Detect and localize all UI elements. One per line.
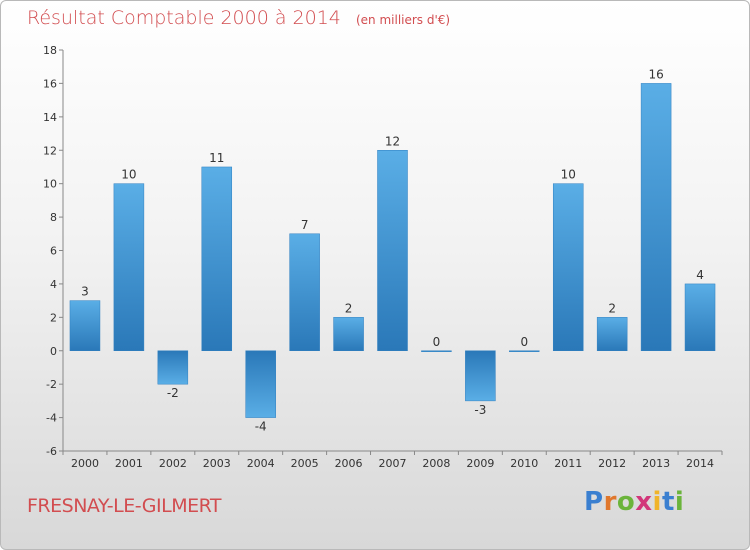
logo-letter: i <box>652 487 662 517</box>
logo-letter: P <box>584 487 604 517</box>
y-tick-label: 10 <box>43 178 57 191</box>
x-tick-label: 2000 <box>71 457 99 470</box>
data-labels: 3 10 -2 11 -4 7 2 12 0 -3 0 10 2 16 4 <box>81 67 704 433</box>
x-tick-label: 2007 <box>379 457 407 470</box>
bar-2008 <box>421 350 452 352</box>
bar-2010 <box>509 350 540 352</box>
y-tick-label: 2 <box>50 311 57 324</box>
bar-2003 <box>201 166 233 351</box>
x-tick-label: 2009 <box>466 457 494 470</box>
data-label-2009: -3 <box>474 403 486 417</box>
bar-2006 <box>333 317 364 352</box>
bar-2007 <box>377 150 408 351</box>
chart-title: Résultat Comptable 2000 à 2014 <box>27 7 341 29</box>
x-tick-label: 2008 <box>422 457 450 470</box>
logo-letter: r <box>603 487 617 517</box>
data-label-2014: 4 <box>696 268 704 282</box>
bar-2000 <box>69 300 101 351</box>
y-tick-label: 16 <box>43 77 57 90</box>
logo-letter: t <box>661 487 675 517</box>
bar-2004 <box>245 350 276 418</box>
bar-2009 <box>465 350 496 402</box>
x-tick-label: 2011 <box>554 457 582 470</box>
x-tick-label: 2013 <box>642 457 670 470</box>
data-label-2001: 10 <box>121 168 136 182</box>
x-tick-label: 2002 <box>159 457 187 470</box>
logo-letter: i <box>674 487 685 517</box>
data-label-2000: 3 <box>81 285 89 299</box>
bar-2014 <box>684 283 716 351</box>
y-tick-label: 14 <box>43 111 57 124</box>
x-tick-label: 2010 <box>510 457 538 470</box>
data-label-2006: 2 <box>345 301 353 315</box>
y-tick-label: -6 <box>46 445 57 458</box>
data-label-2007: 12 <box>385 134 400 148</box>
logo-letter: x <box>635 487 653 517</box>
title-row: Résultat Comptable 2000 à 2014 (en milli… <box>27 7 450 29</box>
bar-2002 <box>157 350 189 385</box>
data-label-2002: -2 <box>167 386 179 400</box>
data-label-2013: 16 <box>648 67 663 81</box>
y-tick-label: -2 <box>46 378 57 391</box>
data-label-2003: 11 <box>209 151 224 165</box>
x-tick-label: 2006 <box>335 457 363 470</box>
bar-2012 <box>596 317 628 352</box>
y-tick-label: 12 <box>43 144 57 157</box>
data-label-2011: 10 <box>561 168 576 182</box>
data-label-2008: 0 <box>433 335 441 349</box>
logo-letter: o <box>616 487 636 517</box>
data-label-2012: 2 <box>608 301 616 315</box>
bars <box>69 83 716 418</box>
bar-2001 <box>113 183 145 351</box>
chart-subtitle: (en milliers d'€) <box>355 13 451 27</box>
y-tick-label: 0 <box>50 345 57 358</box>
bar-2011 <box>552 183 584 351</box>
data-label-2005: 7 <box>301 218 309 232</box>
y-tick-label: 18 <box>43 44 57 57</box>
proxiti-logo: Proxiti <box>584 487 684 517</box>
x-tick-label: 2012 <box>598 457 626 470</box>
x-tick-label: 2003 <box>203 457 231 470</box>
data-label-2010: 0 <box>520 335 528 349</box>
x-tick-label: 2004 <box>247 457 275 470</box>
bar-2013 <box>640 83 672 352</box>
data-label-2004: -4 <box>255 420 267 434</box>
x-tick-label: 2014 <box>686 457 714 470</box>
commune-name: FRESNAY-LE-GILMERT <box>27 495 222 517</box>
x-tick-label: 2005 <box>291 457 319 470</box>
y-tick-label: 8 <box>50 211 57 224</box>
y-tick-label: 4 <box>50 278 57 291</box>
y-tick-label: -4 <box>46 412 57 425</box>
x-tick-label: 2001 <box>115 457 143 470</box>
bar-2005 <box>289 233 320 352</box>
y-tick-label: 6 <box>50 245 57 258</box>
